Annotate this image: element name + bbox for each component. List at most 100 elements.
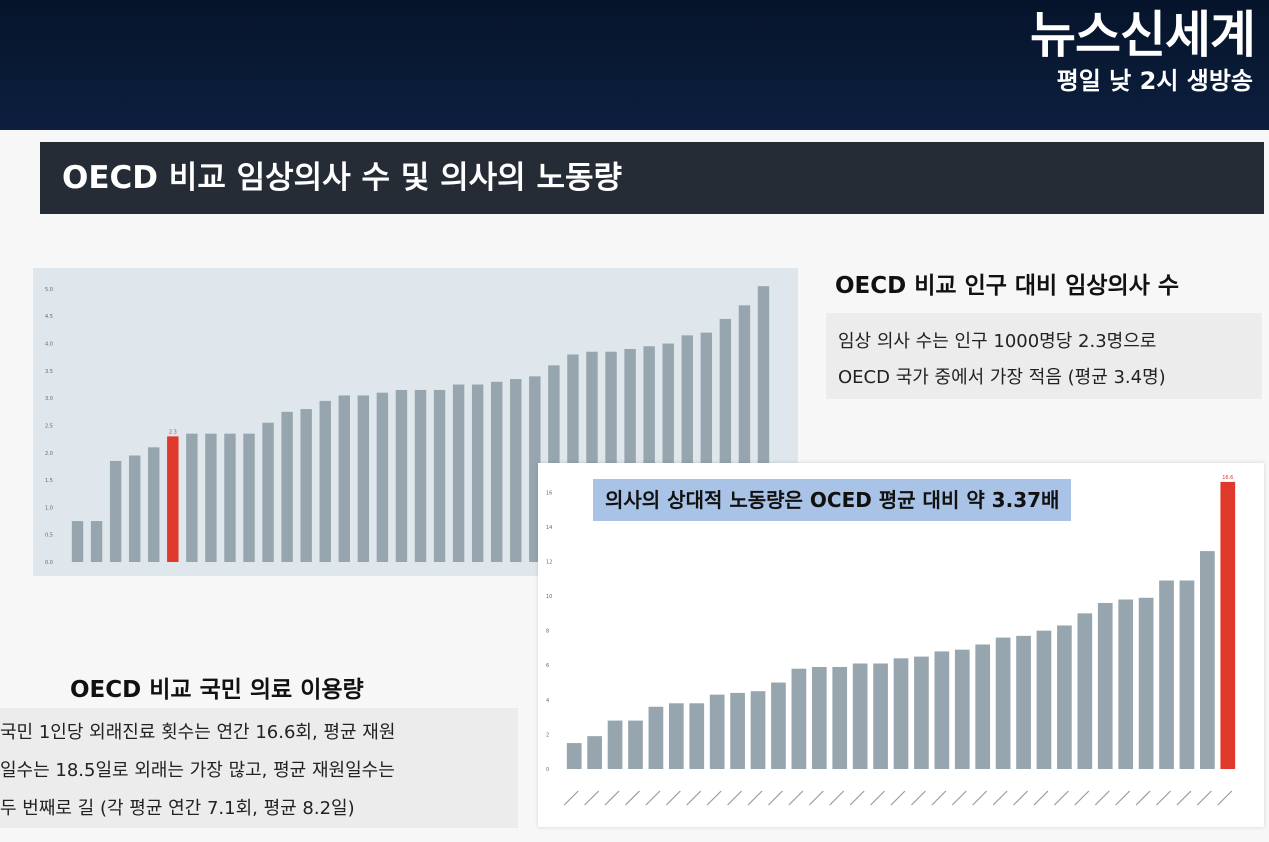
slide-title: OECD 비교 임상의사 수 및 의사의 노동량 bbox=[62, 160, 623, 196]
bar bbox=[109, 460, 122, 562]
bar bbox=[954, 649, 970, 769]
x-category-label-mark bbox=[747, 790, 763, 806]
bar bbox=[832, 666, 848, 769]
bar bbox=[567, 354, 579, 562]
bar bbox=[873, 663, 888, 769]
x-category-label-mark bbox=[686, 790, 702, 806]
doctors-summary-line-1: 임상 의사 수는 인구 1000명당 2.3명으로 bbox=[838, 331, 1157, 352]
y-tick-label: 10 bbox=[546, 594, 552, 600]
x-category-label-mark bbox=[665, 790, 681, 806]
bar bbox=[262, 422, 274, 562]
usage-summary-line-2: 일수는 18.5일로 외래는 가장 많고, 평균 재원일수는 bbox=[0, 760, 395, 781]
bar bbox=[167, 436, 179, 562]
bar bbox=[1118, 599, 1134, 769]
relative-workload-chart: 0 2 4 6 8 10 12 14 16 16.6 의사의 상대적 노동량은 OCED 평균 대… bbox=[538, 463, 1264, 827]
y-tick-label: 8 bbox=[546, 629, 549, 635]
broadcast-schedule: 평일 낮 2시 생방송 bbox=[1056, 67, 1253, 95]
section-heading-doctors: OECD 비교 인구 대비 임상의사 수 bbox=[835, 273, 1180, 299]
bar bbox=[791, 668, 807, 769]
x-category-label-mark bbox=[1053, 790, 1069, 806]
bar bbox=[668, 703, 684, 769]
x-category-label-mark bbox=[1217, 790, 1233, 806]
bar bbox=[934, 651, 950, 769]
bar bbox=[1159, 580, 1174, 769]
bar bbox=[893, 658, 909, 769]
bar bbox=[338, 395, 350, 562]
section-heading-usage: OECD 비교 국민 의료 이용량 bbox=[70, 677, 364, 703]
bar bbox=[709, 694, 725, 769]
bar bbox=[90, 521, 103, 562]
bar bbox=[566, 743, 582, 769]
bar bbox=[719, 318, 732, 562]
y-tick-label: 1.0 bbox=[45, 505, 53, 511]
x-category-label-mark bbox=[1115, 790, 1131, 806]
bar bbox=[186, 433, 198, 562]
x-category-label-mark bbox=[706, 790, 722, 806]
workload-highlight-label: 의사의 상대적 노동량은 OCED 평균 대비 약 3.37배 bbox=[593, 479, 1072, 521]
y-tick-label: 12 bbox=[546, 559, 552, 565]
x-category-label-mark bbox=[931, 790, 947, 806]
x-category-label-mark bbox=[625, 790, 640, 806]
y-tick-label: 16 bbox=[546, 490, 552, 496]
bar bbox=[730, 692, 745, 769]
x-category-label-mark bbox=[1196, 790, 1212, 806]
bar bbox=[491, 381, 503, 562]
x-category-label-mark bbox=[1156, 790, 1171, 806]
usage-summary-box: 국민 1인당 외래진료 횟수는 연간 16.6회, 평균 재원 일수는 18.5… bbox=[0, 708, 518, 828]
x-category-label-mark bbox=[870, 790, 886, 806]
slide-title-bar: OECD 비교 임상의사 수 및 의사의 노동량 bbox=[40, 142, 1264, 214]
bar bbox=[648, 706, 664, 769]
x-category-label-mark bbox=[829, 790, 845, 806]
bar bbox=[1057, 625, 1072, 769]
x-category-label-mark bbox=[1033, 790, 1049, 806]
bar bbox=[433, 389, 446, 562]
bar bbox=[643, 346, 655, 562]
bar bbox=[529, 376, 541, 562]
bar bbox=[852, 663, 868, 769]
x-category-label-mark bbox=[1135, 790, 1151, 806]
bar bbox=[624, 349, 636, 562]
x-category-label-mark bbox=[808, 790, 824, 806]
bar bbox=[395, 389, 408, 562]
bar bbox=[605, 351, 617, 562]
bar bbox=[452, 384, 465, 562]
y-tick-label: 0.5 bbox=[45, 533, 53, 539]
bar bbox=[376, 392, 389, 562]
doctors-chart-svg: 0.0 0.5 1.0 1.5 2.0 2.5 3.0 3.5 4.0 4.5 5.0 2.3 bbox=[45, 286, 770, 599]
bar bbox=[975, 644, 991, 769]
bar bbox=[243, 433, 255, 562]
bar bbox=[811, 666, 827, 769]
y-tick-label: 0 bbox=[546, 767, 549, 773]
x-category-label-mark bbox=[1013, 790, 1028, 806]
bar bbox=[914, 656, 929, 769]
doctors-summary-box: 임상 의사 수는 인구 1000명당 2.3명으로 OECD 국가 중에서 가장… bbox=[826, 313, 1262, 399]
highlight-data-label: 16.6 bbox=[1222, 475, 1233, 481]
y-tick-label: 5.0 bbox=[45, 287, 53, 293]
bar bbox=[319, 400, 331, 562]
bar bbox=[700, 332, 713, 562]
bar bbox=[628, 720, 643, 769]
workload-chart-svg: 0 2 4 6 8 10 12 14 16 16.6 bbox=[546, 475, 1236, 806]
bar bbox=[607, 720, 623, 769]
bar bbox=[757, 286, 770, 562]
bar bbox=[71, 521, 84, 562]
bar bbox=[414, 389, 427, 562]
bar bbox=[357, 395, 370, 562]
x-category-label-mark bbox=[1094, 790, 1110, 806]
usage-summary-line-3: 두 번째로 길 (각 평균 연간 7.1회, 평균 8.2일) bbox=[0, 798, 355, 819]
y-tick-label: 4 bbox=[546, 698, 549, 704]
x-category-label-mark bbox=[849, 790, 865, 806]
bar bbox=[662, 343, 674, 562]
bar bbox=[1200, 551, 1215, 769]
y-tick-label: 3.5 bbox=[45, 369, 53, 375]
x-category-label-mark bbox=[584, 790, 600, 806]
broadcast-logo-title: 뉴스신세계 bbox=[1030, 6, 1256, 64]
x-category-label-mark bbox=[910, 790, 926, 806]
bar bbox=[681, 335, 693, 562]
x-category-label-mark bbox=[727, 790, 743, 806]
doctors-summary-line-2: OECD 국가 중에서 가장 적음 (평균 3.4명) bbox=[838, 367, 1166, 388]
y-tick-label: 4.0 bbox=[45, 342, 53, 348]
bar bbox=[281, 411, 293, 562]
bar bbox=[128, 455, 141, 562]
bar bbox=[738, 305, 751, 562]
